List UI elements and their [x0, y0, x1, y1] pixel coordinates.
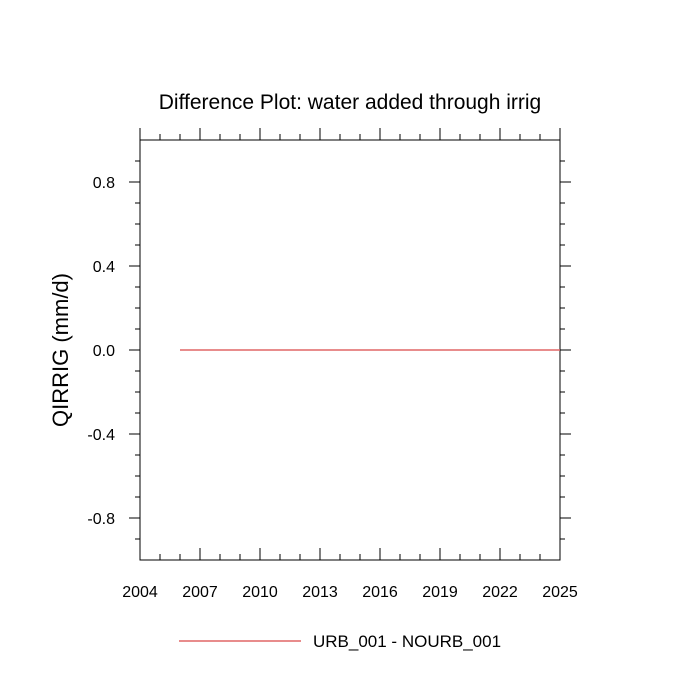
chart-title: Difference Plot: water added through irr…	[159, 91, 542, 114]
legend: URB_001 - NOURB_001	[179, 632, 501, 651]
x-tick-label: 2004	[122, 584, 158, 601]
y-tick-label: -0.8	[87, 511, 115, 528]
x-tick-label: 2007	[182, 584, 218, 601]
ticks-layer: 2004 2007 2010 2013 2016 2019 2022 2025 0.8 0.4 0.…	[87, 128, 578, 601]
x-tick-label: 2019	[422, 584, 458, 601]
y-tick-label: 0.4	[93, 259, 115, 276]
x-tick-label: 2022	[482, 584, 518, 601]
y-tick-label: 0.8	[93, 175, 115, 192]
x-tick-label: 2025	[542, 584, 578, 601]
y-tick-label: 0.0	[93, 343, 115, 360]
legend-label: URB_001 - NOURB_001	[313, 632, 501, 651]
x-tick-label: 2010	[242, 584, 278, 601]
x-tick-label: 2016	[362, 584, 398, 601]
y-tick-label: -0.4	[87, 427, 115, 444]
x-tick-label: 2013	[302, 584, 338, 601]
y-axis-label: QIRRIG (mm/d)	[48, 273, 73, 427]
